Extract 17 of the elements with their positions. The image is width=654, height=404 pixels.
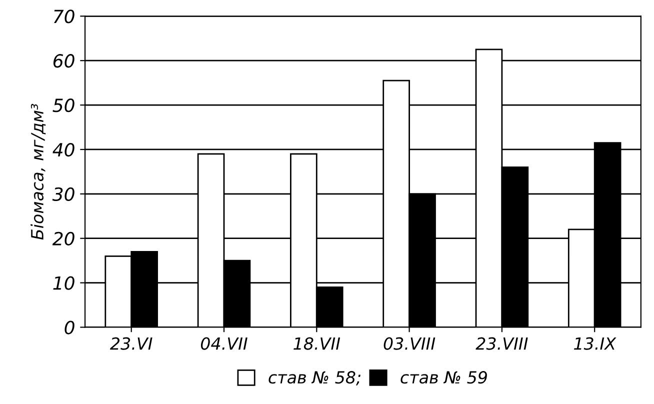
y-tick-label: 30: [52, 187, 74, 202]
y-tick-label: 10: [53, 276, 74, 290]
legend-label: став № 58;: [268, 371, 360, 386]
x-tick-label: 13.IX: [574, 337, 616, 350]
y-tick-label: 60: [53, 54, 74, 68]
y-tick-label: 0: [64, 320, 74, 334]
legend-label: став № 59: [400, 371, 487, 384]
y-tick-label: 20: [52, 232, 74, 246]
y-tick-label: 40: [52, 142, 74, 157]
y-axis-title: Біомаса, мг/дм³: [30, 104, 46, 240]
x-tick-label: 18.VII: [294, 337, 340, 350]
x-tick-label: 23.VI: [110, 337, 152, 350]
x-tick-label: 04.VII: [200, 337, 248, 350]
y-tick-label: 50: [52, 98, 74, 112]
y-tick-label: 70: [54, 10, 74, 24]
x-tick-label: 23.VIII: [476, 337, 528, 350]
x-tick-label: 03.VIII: [384, 337, 436, 350]
